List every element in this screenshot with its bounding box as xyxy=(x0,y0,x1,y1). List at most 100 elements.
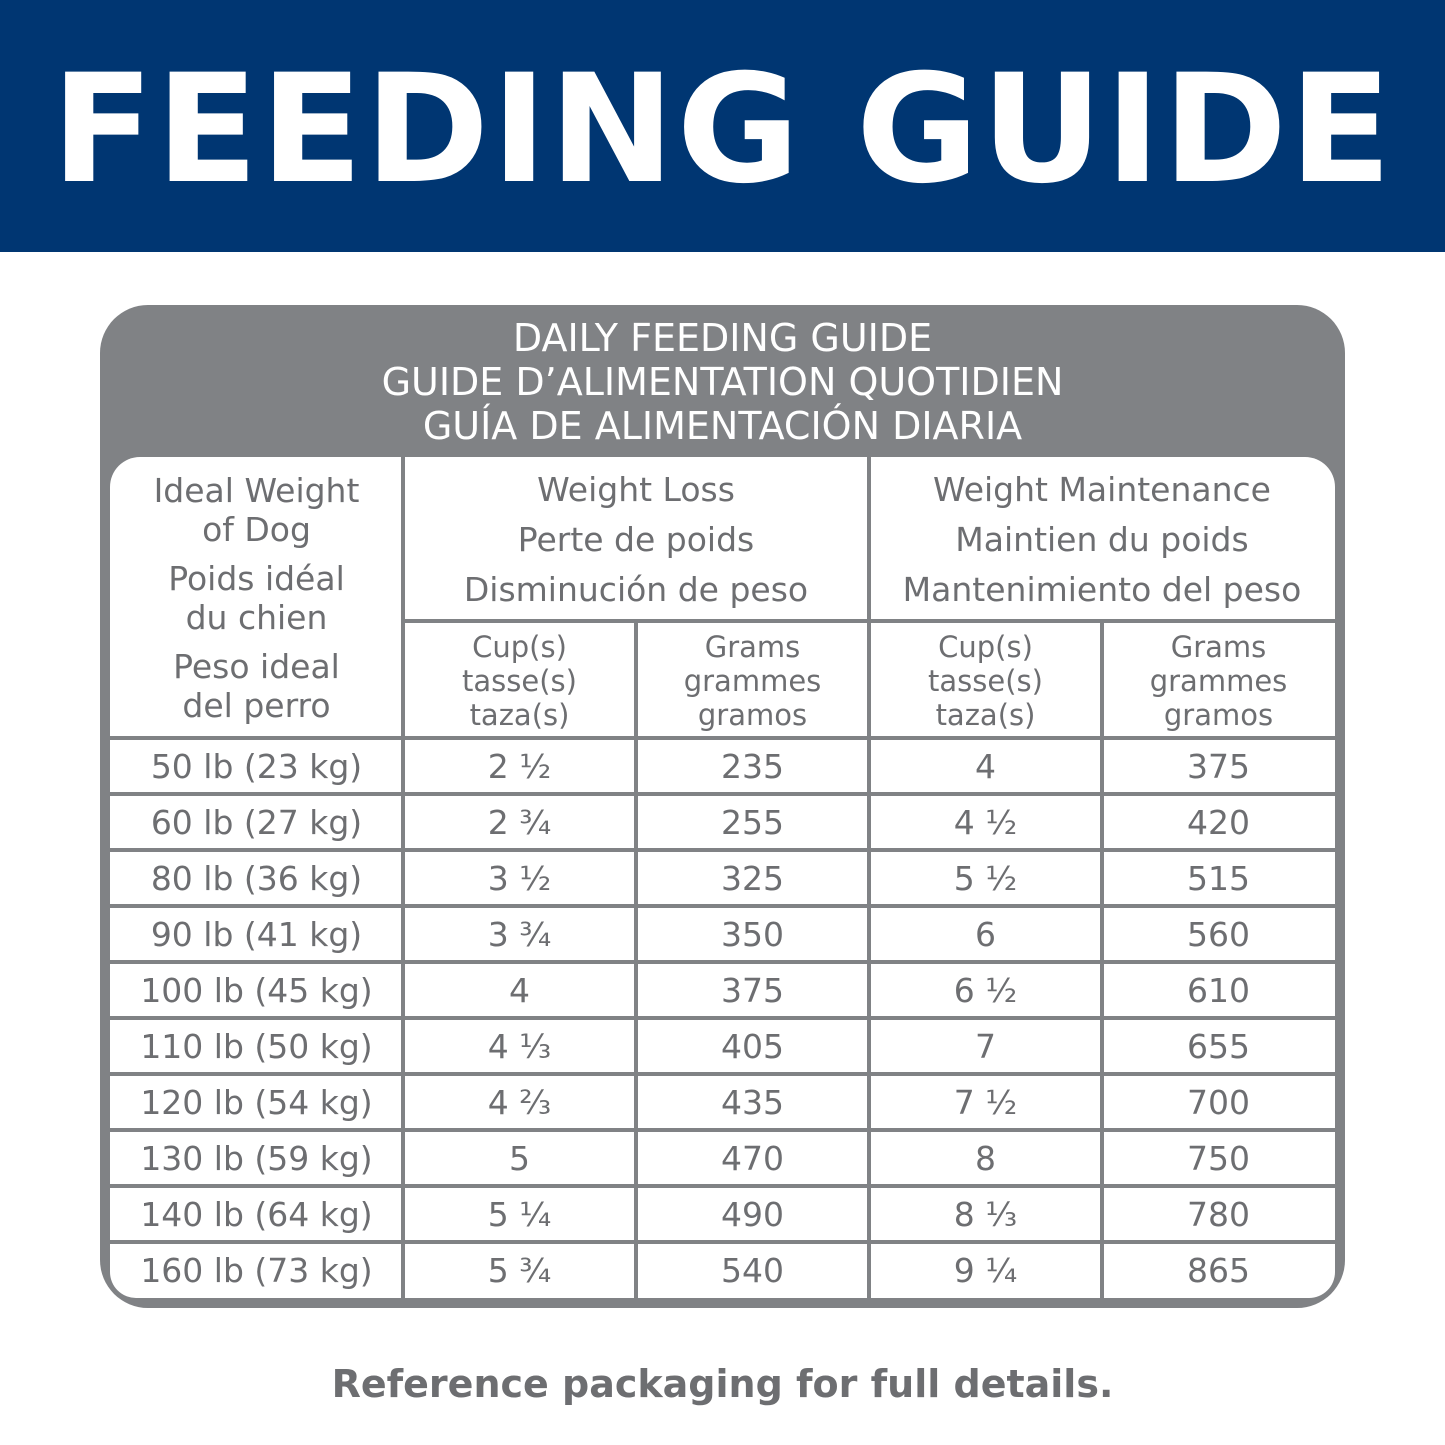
sub-header: Cup(s) tasse(s) taza(s) xyxy=(869,623,1102,738)
table-cell: 90 lb (41 kg) xyxy=(150,914,363,954)
table-cell: 420 xyxy=(1187,802,1250,842)
grid-line xyxy=(867,457,871,1298)
grid-line xyxy=(634,621,638,1298)
table-cell: 60 lb (27 kg) xyxy=(150,802,363,842)
table-cell: 5 ¼ xyxy=(487,1194,552,1234)
weight-header-text: Ideal Weight of Dog xyxy=(153,470,360,549)
table-cell: 4 ½ xyxy=(953,802,1018,842)
sub-header-text: taza(s) xyxy=(469,697,570,732)
grid-line xyxy=(110,736,1335,740)
table-cell: 7 xyxy=(975,1026,996,1066)
table-cell: 160 lb (73 kg) xyxy=(140,1250,373,1290)
table-panel xyxy=(110,457,1335,1298)
caption-line: DAILY FEEDING GUIDE xyxy=(512,316,933,360)
grid-line xyxy=(110,904,1335,908)
table-cell: 540 xyxy=(721,1250,784,1290)
sub-header-text: tasse(s) xyxy=(462,663,577,698)
grid-line xyxy=(110,848,1335,852)
grid-line xyxy=(110,1128,1335,1132)
sub-header-text: Grams xyxy=(1170,629,1267,664)
table-cell: 50 lb (23 kg) xyxy=(150,746,363,786)
table-cell: 470 xyxy=(721,1138,784,1178)
table-cell: 375 xyxy=(721,970,784,1010)
table-cell: 5 ¾ xyxy=(487,1250,552,1290)
table-cell: 2 ½ xyxy=(487,746,552,786)
sub-header-text: tasse(s) xyxy=(928,663,1043,698)
table-cell: 130 lb (59 kg) xyxy=(140,1138,373,1178)
table-cell: 375 xyxy=(1187,746,1250,786)
table-cell: 610 xyxy=(1187,970,1250,1010)
sub-header-text: taza(s) xyxy=(935,697,1036,732)
page-title: FEEDING GUIDE xyxy=(51,43,1394,217)
grid-line xyxy=(110,1072,1335,1076)
table-cell: 5 xyxy=(509,1138,530,1178)
sub-header-text: Cup(s) xyxy=(472,629,567,664)
table-cell: 80 lb (36 kg) xyxy=(150,858,363,898)
table-cell: 655 xyxy=(1187,1026,1250,1066)
weight-header: Ideal Weight of Dog Poids idéal du chien P… xyxy=(110,457,403,738)
group-header: Weight Loss Perte de poids Disminución de … xyxy=(403,462,869,617)
sub-header: Grams grammes gramos xyxy=(1102,623,1335,738)
group-header-text: Disminución de peso xyxy=(463,569,809,609)
table-cell: 3 ¾ xyxy=(487,914,552,954)
group-header-text: Weight Loss xyxy=(537,469,735,509)
footer-note: Reference packaging for full details. xyxy=(331,1362,1114,1406)
table-cell: 2 ¾ xyxy=(487,802,552,842)
grid-line xyxy=(403,619,1335,623)
table-cell: 700 xyxy=(1187,1082,1250,1122)
sub-header: Grams grammes gramos xyxy=(636,623,869,738)
table-cell: 9 ¼ xyxy=(953,1250,1018,1290)
grid-line xyxy=(110,1016,1335,1020)
table-cell: 865 xyxy=(1187,1250,1250,1290)
weight-header-text: Peso ideal del perro xyxy=(173,646,340,725)
sub-header-text: Cup(s) xyxy=(938,629,1033,664)
table-cell: 325 xyxy=(721,858,784,898)
banner xyxy=(0,0,1445,252)
table-cell: 5 ½ xyxy=(953,858,1018,898)
grid-line xyxy=(1100,621,1104,1298)
table-cell: 780 xyxy=(1187,1194,1250,1234)
sub-header-text: grammes xyxy=(1149,663,1288,698)
weight-header-text: Poids idéal du chien xyxy=(168,558,345,637)
table-cell: 4 ⅔ xyxy=(487,1082,552,1122)
table-cell: 3 ½ xyxy=(487,858,552,898)
grid-line xyxy=(110,792,1335,796)
table-cell: 8 ⅓ xyxy=(953,1194,1018,1234)
table-cell: 6 ½ xyxy=(953,970,1018,1010)
sub-header-text: gramos xyxy=(1163,697,1274,732)
table-cell: 120 lb (54 kg) xyxy=(140,1082,373,1122)
table-cell: 235 xyxy=(721,746,784,786)
caption-line: GUÍA DE ALIMENTACIÓN DIARIA xyxy=(422,404,1023,448)
table-cell: 4 xyxy=(509,970,530,1010)
table-cell: 140 lb (64 kg) xyxy=(140,1194,373,1234)
group-header-text: Weight Maintenance xyxy=(933,469,1271,509)
table-cell: 255 xyxy=(721,802,784,842)
table-cell: 350 xyxy=(721,914,784,954)
grid-line xyxy=(401,457,405,1298)
sub-header-text: grammes xyxy=(683,663,822,698)
table-cell: 490 xyxy=(721,1194,784,1234)
caption-line: GUIDE D’ALIMENTATION QUOTIDIEN xyxy=(381,360,1064,404)
grid-line xyxy=(110,960,1335,964)
table-cell: 8 xyxy=(975,1138,996,1178)
table-cell: 405 xyxy=(721,1026,784,1066)
table-cell: 4 ⅓ xyxy=(487,1026,552,1066)
sub-header: Cup(s) tasse(s) taza(s) xyxy=(403,623,636,738)
table-cell: 6 xyxy=(975,914,996,954)
sub-header-text: gramos xyxy=(697,697,808,732)
table-cell: 100 lb (45 kg) xyxy=(140,970,373,1010)
grid-line xyxy=(110,1184,1335,1188)
table-cell: 515 xyxy=(1187,858,1250,898)
group-header-text: Mantenimiento del peso xyxy=(902,569,1302,609)
table-cell: 560 xyxy=(1187,914,1250,954)
table-cell: 4 xyxy=(975,746,996,786)
table-cell: 750 xyxy=(1187,1138,1250,1178)
group-header-text: Perte de poids xyxy=(517,519,755,559)
sub-header-text: Grams xyxy=(704,629,801,664)
table-cell: 435 xyxy=(721,1082,784,1122)
group-header-text: Maintien du poids xyxy=(955,519,1249,559)
table-cell: 110 lb (50 kg) xyxy=(140,1026,373,1066)
group-header: Weight Maintenance Maintien du poids Mante… xyxy=(869,462,1335,617)
grid-line xyxy=(110,1240,1335,1244)
